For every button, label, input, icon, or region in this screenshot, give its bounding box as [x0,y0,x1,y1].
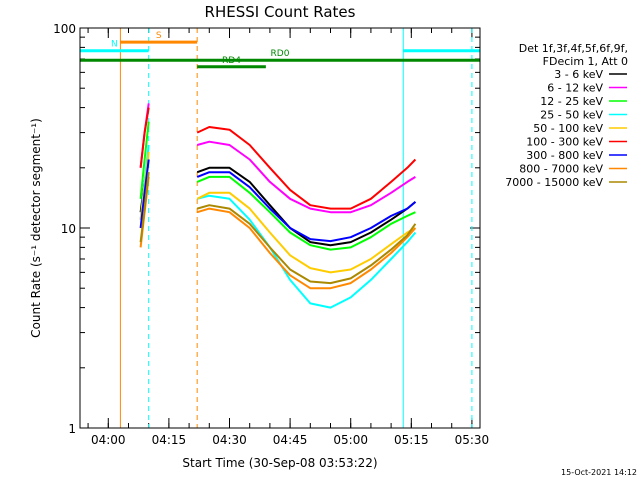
chart-title: RHESSI Count Rates [205,3,356,21]
legend-label-300-800-kev: 300 - 800 keV [526,149,603,162]
x-axis-label: Start Time (30-Sep-08 03:53:22) [182,456,377,470]
plot-layer: 1 10 100 04:00 04:15 04:30 04:45 05:00 05:15 05:3… [53,22,489,447]
x-tick-label: 04:45 [273,433,308,447]
y-axis-label: Count Rate (s⁻¹ detector segment⁻¹) [29,118,43,338]
x-tick-label: 04:00 [91,433,126,447]
state-bar-label: S [156,31,162,41]
legend-label-800-7000-kev: 800 - 7000 keV [519,163,603,176]
y-tick-label: 10 [61,222,76,236]
state-bar-label: RD0 [271,49,290,59]
x-tick-label: 04:15 [152,433,187,447]
y-tick-label: 1 [68,422,76,436]
legend: Det 1f,3f,4f,5f,6f,9f,FDecim 1, Att 03 -… [505,42,628,189]
legend-label-3-6-kev: 3 - 6 keV [554,68,603,81]
series-line-800-7000-kev [196,207,417,290]
x-tick-label: 05:00 [333,433,368,447]
x-tick-label: 04:30 [212,433,247,447]
series-line-12-25-kev [139,121,150,199]
series-line-25-50-kev [196,194,417,309]
state-bar-label: N [111,40,118,50]
x-tick-label: 05:15 [394,433,429,447]
footer-date: 15-Oct-2021 14:12 [561,468,637,477]
series-line-6-12-kev [196,140,416,214]
legend-label-50-100-kev: 50 - 100 keV [533,122,603,135]
series-line-100-300-kev [196,126,417,210]
legend-label-7000-15000-kev: 7000 - 15000 keV [505,176,603,189]
legend-label-25-50-kev: 25 - 50 keV [540,109,603,122]
legend-label-12-25-kev: 12 - 25 keV [540,95,603,108]
state-bar-label: RD4 [222,56,241,66]
legend-label-6-12-kev: 6 - 12 keV [547,82,603,95]
series-line-12-25-kev [196,175,416,251]
series-line-300-800-kev [196,171,417,243]
series-line-3-6-kev [196,166,417,247]
series-line-100-300-kev [139,107,150,168]
legend-header: Det 1f,3f,4f,5f,6f,9f, [519,42,628,55]
legend-label-100-300-kev: 100 - 300 keV [526,136,603,149]
legend-header: FDecim 1, Att 0 [543,55,628,68]
series-line-50-100-kev [196,191,416,274]
plot-frame [79,27,481,429]
series-line-7000-15000-kev [196,204,417,285]
x-tick-label: 05:30 [455,433,490,447]
series-line-7000-15000-kev [139,172,150,243]
y-tick-label: 100 [53,22,76,36]
series-line-300-800-kev [139,159,150,229]
